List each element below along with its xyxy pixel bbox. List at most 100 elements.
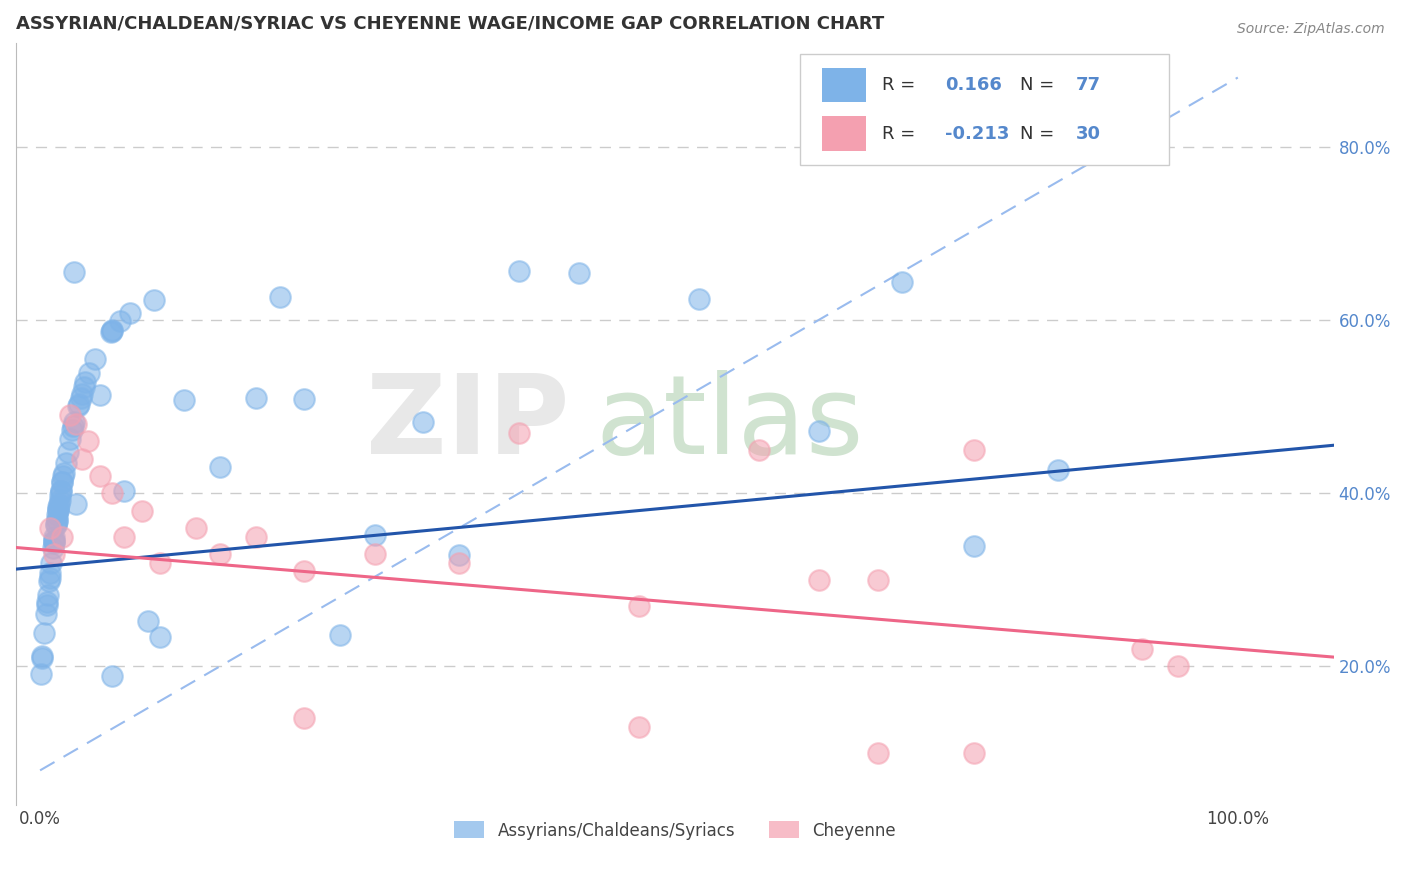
Point bbox=[59, 432, 82, 446]
Point bbox=[208, 547, 231, 561]
Point bbox=[143, 293, 166, 308]
Point bbox=[1047, 463, 1070, 477]
Point bbox=[65, 417, 87, 431]
Point bbox=[37, 595, 59, 609]
Point bbox=[568, 266, 591, 280]
Point bbox=[364, 547, 387, 561]
Point bbox=[41, 556, 63, 570]
Bar bbox=[823, 68, 866, 103]
Point bbox=[60, 423, 83, 437]
Point bbox=[1167, 659, 1189, 673]
Point bbox=[35, 607, 58, 622]
Point bbox=[292, 392, 315, 406]
Point bbox=[891, 275, 914, 289]
Point bbox=[807, 424, 830, 438]
Point bbox=[44, 530, 66, 544]
Text: N =: N = bbox=[1021, 125, 1060, 143]
Point bbox=[77, 366, 100, 380]
Point bbox=[149, 556, 172, 570]
Point bbox=[364, 527, 387, 541]
Point bbox=[70, 387, 93, 401]
Point bbox=[688, 292, 710, 306]
Text: R =: R = bbox=[882, 125, 921, 143]
Text: 0.166: 0.166 bbox=[945, 76, 1002, 95]
Point bbox=[48, 497, 70, 511]
Point bbox=[49, 484, 72, 499]
Legend: Assyrians/Chaldeans/Syriacs, Cheyenne: Assyrians/Chaldeans/Syriacs, Cheyenne bbox=[447, 814, 903, 847]
Point bbox=[101, 669, 124, 683]
Point bbox=[45, 517, 67, 532]
Point bbox=[59, 409, 82, 423]
Point bbox=[49, 488, 72, 502]
Point bbox=[101, 323, 124, 337]
Point bbox=[39, 566, 62, 580]
Point bbox=[73, 380, 96, 394]
Point bbox=[449, 548, 471, 562]
Point bbox=[963, 442, 986, 457]
Point bbox=[34, 625, 56, 640]
Point bbox=[131, 503, 153, 517]
Bar bbox=[823, 117, 866, 151]
Point bbox=[245, 529, 267, 543]
Point bbox=[37, 588, 59, 602]
Point bbox=[868, 746, 890, 760]
Text: ASSYRIAN/CHALDEAN/SYRIAC VS CHEYENNE WAGE/INCOME GAP CORRELATION CHART: ASSYRIAN/CHALDEAN/SYRIAC VS CHEYENNE WAG… bbox=[15, 15, 884, 33]
Point bbox=[62, 265, 84, 279]
Point bbox=[208, 460, 231, 475]
Point bbox=[42, 536, 65, 550]
Point bbox=[292, 711, 315, 725]
Point bbox=[75, 376, 97, 390]
Point bbox=[46, 503, 69, 517]
Point bbox=[328, 628, 350, 642]
Point bbox=[31, 649, 53, 664]
Point bbox=[412, 415, 434, 429]
Point bbox=[508, 425, 530, 440]
Point bbox=[77, 434, 100, 449]
Point bbox=[44, 547, 66, 561]
Point bbox=[45, 514, 67, 528]
Point bbox=[118, 306, 141, 320]
Point bbox=[56, 445, 79, 459]
Text: atlas: atlas bbox=[596, 370, 865, 477]
Point bbox=[292, 564, 315, 578]
Point bbox=[46, 502, 69, 516]
Text: 30: 30 bbox=[1076, 125, 1101, 143]
Point bbox=[173, 392, 195, 407]
Point bbox=[112, 483, 135, 498]
Point bbox=[48, 500, 70, 514]
Point bbox=[45, 513, 67, 527]
Point bbox=[101, 324, 124, 338]
Point bbox=[42, 534, 65, 549]
Point bbox=[42, 533, 65, 548]
Point bbox=[45, 517, 67, 532]
Point bbox=[807, 573, 830, 587]
Point bbox=[55, 456, 77, 470]
Point bbox=[52, 466, 75, 480]
Point bbox=[101, 486, 124, 500]
FancyBboxPatch shape bbox=[800, 54, 1168, 165]
Point bbox=[89, 469, 111, 483]
Point bbox=[963, 539, 986, 553]
Text: R =: R = bbox=[882, 76, 921, 95]
Point bbox=[30, 667, 52, 681]
Text: Source: ZipAtlas.com: Source: ZipAtlas.com bbox=[1237, 22, 1385, 37]
Point bbox=[48, 493, 70, 508]
Point bbox=[112, 529, 135, 543]
Point bbox=[38, 521, 60, 535]
Point bbox=[38, 574, 60, 588]
Point bbox=[42, 541, 65, 555]
Point bbox=[110, 314, 132, 328]
Point bbox=[46, 508, 69, 522]
Point bbox=[100, 325, 122, 339]
Point bbox=[245, 391, 267, 405]
Point bbox=[89, 388, 111, 402]
Point bbox=[149, 631, 172, 645]
Point bbox=[69, 391, 91, 405]
Text: ZIP: ZIP bbox=[366, 370, 569, 477]
Point bbox=[627, 599, 650, 613]
Point bbox=[62, 418, 84, 433]
Point bbox=[67, 399, 90, 413]
Point bbox=[508, 264, 530, 278]
Point bbox=[83, 352, 105, 367]
Point bbox=[49, 483, 72, 498]
